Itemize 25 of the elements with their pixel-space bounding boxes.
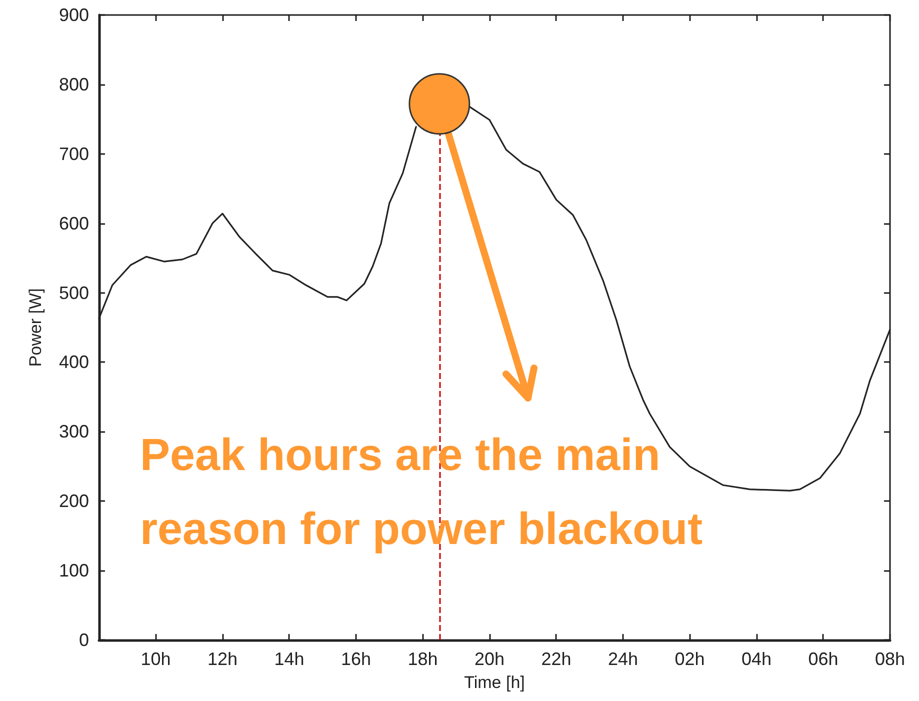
x-tick-label: 24h [608,649,638,669]
x-tick-label: 20h [474,649,505,669]
x-tick-label: 12h [207,649,238,669]
x-tick-label: 10h [140,649,171,669]
y-tick-label: 600 [58,213,89,234]
x-tick-label: 16h [340,649,372,669]
annotation: Peak hours are the main reason for power blackout [140,428,704,556]
y-tick-label: 100 [58,560,89,581]
x-axis-title: Time [h] [464,673,525,692]
y-tick-label: 200 [58,491,89,512]
y-tick-label: 900 [58,5,89,25]
x-tick-label: 06h [808,649,838,669]
y-tick-label: 700 [58,144,89,164]
x-tick-label: 02h [674,649,705,669]
y-axis-title: Power [W] [26,288,45,367]
y-tick-label: 400 [58,352,89,372]
x-tick-label: 22h [541,649,572,669]
y-tick-label: 800 [58,74,89,94]
y-tick-label: 300 [58,422,89,442]
x-tick-label: 04h [741,649,772,669]
x-tick-label: 18h [408,649,438,669]
x-tick-label: 14h [274,649,304,669]
x-tick-label: 08h [874,649,906,669]
y-tick-label: 0 [78,630,89,650]
y-tick-label: 500 [58,282,89,303]
